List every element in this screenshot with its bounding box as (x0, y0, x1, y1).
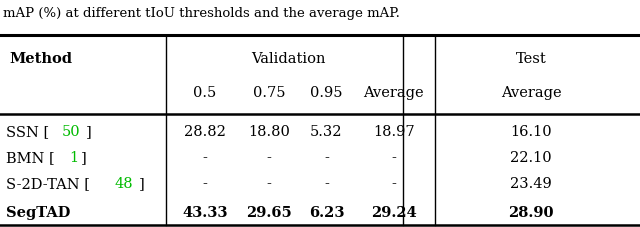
Text: Method: Method (10, 52, 72, 66)
Text: SSN [: SSN [ (6, 125, 50, 139)
Text: 43.33: 43.33 (182, 206, 228, 220)
Text: 28.90: 28.90 (508, 206, 554, 220)
Text: ]: ] (81, 151, 87, 165)
Text: 23.49: 23.49 (510, 177, 552, 191)
Text: Average: Average (501, 86, 561, 100)
Text: 18.80: 18.80 (248, 125, 290, 139)
Text: 5.32: 5.32 (310, 125, 342, 139)
Text: -: - (391, 151, 396, 165)
Text: Average: Average (364, 86, 424, 100)
Text: -: - (202, 151, 207, 165)
Text: ]: ] (139, 177, 145, 191)
Text: 22.10: 22.10 (510, 151, 552, 165)
Text: -: - (202, 177, 207, 191)
Text: S-2D-TAN [: S-2D-TAN [ (6, 177, 90, 191)
Text: -: - (266, 177, 271, 191)
Text: ]: ] (86, 125, 92, 139)
Text: SegTAD: SegTAD (6, 206, 71, 220)
Text: 50: 50 (62, 125, 81, 139)
Text: Test: Test (516, 52, 547, 66)
Text: 0.95: 0.95 (310, 86, 342, 100)
Text: -: - (266, 151, 271, 165)
Text: Validation: Validation (251, 52, 325, 66)
Text: 28.82: 28.82 (184, 125, 226, 139)
Text: 18.97: 18.97 (372, 125, 415, 139)
Text: 29.65: 29.65 (246, 206, 292, 220)
Text: -: - (324, 151, 329, 165)
Text: -: - (391, 177, 396, 191)
Text: 0.5: 0.5 (193, 86, 216, 100)
Text: 48: 48 (115, 177, 133, 191)
Text: 6.23: 6.23 (308, 206, 344, 220)
Text: 0.75: 0.75 (253, 86, 285, 100)
Text: -: - (324, 177, 329, 191)
Text: mAP (%) at different tIoU thresholds and the average mAP.: mAP (%) at different tIoU thresholds and… (3, 7, 400, 20)
Text: 1: 1 (69, 151, 79, 165)
Text: 29.24: 29.24 (371, 206, 417, 220)
Text: BMN [: BMN [ (6, 151, 55, 165)
Text: 16.10: 16.10 (510, 125, 552, 139)
